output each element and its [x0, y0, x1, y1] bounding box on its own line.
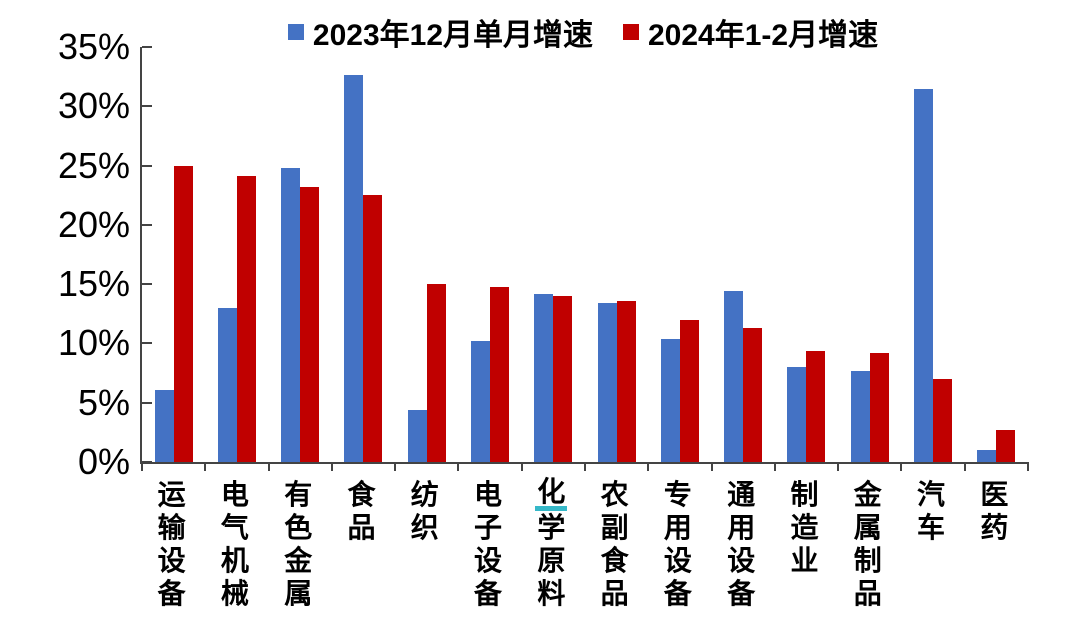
y-tick	[142, 105, 152, 108]
category-label-4: 食品	[347, 479, 376, 543]
legend-item-series-2023: 2023年12月单月增速	[287, 10, 593, 54]
bar-blue-7	[534, 293, 554, 462]
x-tick	[330, 462, 333, 471]
bar-blue-13	[914, 88, 934, 462]
x-tick	[963, 462, 966, 471]
bar-group-3	[269, 47, 332, 462]
category-label-1: 运输设备	[157, 479, 186, 609]
legend-swatch-blue-icon	[287, 24, 304, 40]
bar-blue-11	[787, 367, 807, 462]
x-tick	[647, 462, 650, 471]
y-axis-label-25%: 25%	[57, 144, 130, 186]
bar-blue-8	[597, 303, 617, 462]
category-label-13: 汽车	[917, 479, 946, 543]
bar-red-2	[236, 176, 256, 462]
legend-label-series-2023: 2023年12月单月增速	[312, 19, 593, 52]
y-tick	[142, 46, 152, 48]
bar-red-1	[173, 165, 193, 462]
y-axis-label-10%: 10%	[57, 322, 130, 364]
category-label-3: 有色金属	[284, 479, 313, 609]
bar-red-13	[933, 379, 953, 462]
bar-group-9	[648, 47, 711, 462]
bar-red-7	[553, 296, 573, 462]
bar-blue-3	[281, 167, 301, 462]
x-tick	[141, 462, 143, 471]
bar-blue-2	[217, 307, 237, 462]
bar-group-12	[838, 47, 901, 462]
bar-red-6	[490, 286, 510, 462]
category-label-14: 医药	[980, 479, 1009, 543]
bar-group-13	[901, 47, 964, 462]
y-tick	[142, 342, 152, 345]
legend-swatch-red-icon	[623, 24, 639, 40]
y-axis-label-35%: 35%	[57, 26, 130, 67]
bar-blue-9	[660, 338, 680, 462]
bar-group-10	[712, 47, 775, 462]
x-tick	[267, 462, 270, 471]
category-label-10: 通用设备	[727, 479, 756, 609]
x-tick	[204, 462, 207, 471]
bar-red-5	[426, 284, 446, 462]
category-label-6: 电子设备	[474, 479, 503, 609]
bar-red-4	[363, 195, 383, 462]
highlighted-character: 化	[535, 478, 568, 511]
category-label-11: 制造业	[790, 479, 819, 576]
y-axis-label-30%: 30%	[57, 85, 130, 127]
bar-blue-12	[850, 370, 870, 462]
y-axis-label-0%: 0%	[77, 441, 130, 482]
bar-red-12	[869, 352, 889, 462]
y-tick	[142, 461, 152, 463]
x-tick	[394, 462, 397, 471]
bar-group-6	[458, 47, 521, 462]
legend-label-series-2024: 2024年1-2月增速	[648, 19, 879, 52]
x-tick	[773, 462, 776, 471]
bar-blue-1	[154, 389, 174, 462]
bar-group-11	[775, 47, 838, 462]
bar-group-7	[522, 47, 585, 462]
bar-red-8	[616, 300, 636, 462]
bar-group-8	[585, 47, 648, 462]
bar-group-2	[205, 47, 268, 462]
y-axis-label-20%: 20%	[57, 203, 130, 245]
x-tick	[837, 462, 840, 471]
y-tick	[142, 283, 152, 286]
bar-red-3	[300, 186, 320, 462]
x-tick	[457, 462, 460, 471]
bar-group-5	[395, 47, 458, 462]
x-tick	[520, 462, 523, 471]
category-label-12: 金属制品	[853, 479, 882, 609]
plot-area	[140, 46, 1029, 471]
bar-red-10	[743, 328, 763, 462]
category-label-7: 化学原料	[520, 478, 583, 610]
legend: 2023年12月单月增速 2024年1-2月增速	[140, 10, 1026, 54]
bar-blue-6	[471, 341, 491, 462]
bar-blue-4	[344, 75, 364, 462]
bar-group-14	[965, 47, 1028, 462]
legend-item-series-2024: 2024年1-2月增速	[623, 10, 878, 54]
category-label-8: 农副食品	[600, 479, 629, 609]
y-tick	[142, 164, 152, 167]
category-label-9: 专用设备	[663, 479, 692, 609]
bar-blue-10	[724, 291, 744, 462]
bar-blue-5	[407, 409, 427, 462]
bar-red-11	[806, 350, 826, 462]
bar-red-9	[679, 319, 699, 462]
y-axis-label-15%: 15%	[57, 263, 130, 305]
y-tick	[142, 223, 152, 226]
bar-red-14	[996, 430, 1016, 462]
x-tick	[710, 462, 713, 471]
x-tick	[1027, 462, 1029, 471]
category-label-2: 电气机械	[220, 479, 249, 609]
category-label-5: 纺织	[410, 479, 439, 543]
x-tick	[584, 462, 586, 471]
bar-blue-14	[977, 450, 997, 462]
bar-group-4	[332, 47, 395, 462]
bar-group-1	[142, 47, 205, 462]
y-tick	[142, 401, 152, 404]
y-axis-label-5%: 5%	[77, 381, 130, 423]
x-tick	[900, 462, 903, 471]
